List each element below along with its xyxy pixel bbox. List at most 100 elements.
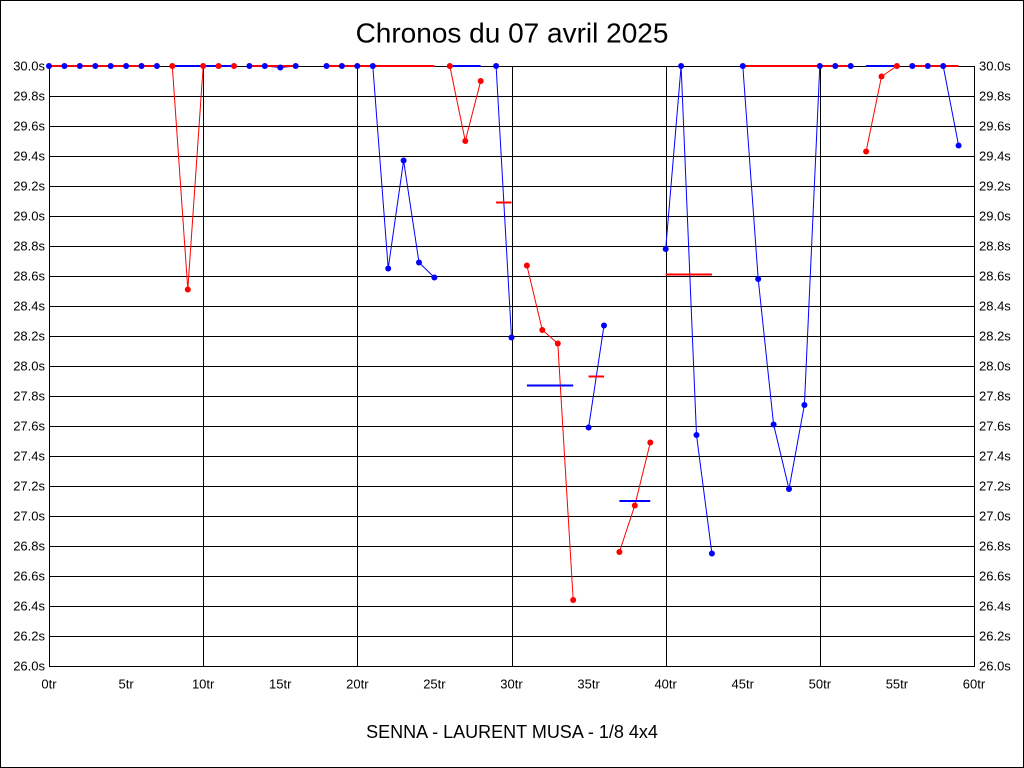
x-tick-label: 50tr (809, 677, 832, 692)
lap-time-point (123, 63, 130, 69)
lap-time-point (215, 63, 222, 69)
lap-time-point (400, 157, 407, 164)
y-tick-label-right: 28.0s (979, 359, 1011, 374)
y-tick-label-left: 26.0s (13, 659, 45, 674)
lap-time-point (909, 63, 916, 69)
y-tick-label-left: 29.4s (13, 149, 45, 164)
y-tick-label-right: 28.2s (979, 329, 1011, 344)
y-tick-label-right: 27.8s (979, 389, 1011, 404)
lap-time-point (261, 63, 268, 69)
lap-time-point (354, 63, 361, 69)
lap-time-point (431, 274, 438, 281)
y-tick-label-right: 29.6s (979, 119, 1011, 134)
x-tick-label: 5tr (118, 677, 134, 692)
lap-time-point (893, 63, 900, 69)
y-tick-label-left: 28.6s (13, 269, 45, 284)
x-tick-label: 20tr (346, 677, 369, 692)
y-tick-label-right: 28.6s (979, 269, 1011, 284)
lap-time-point (539, 327, 546, 333)
lap-time-point (801, 402, 808, 408)
y-tick-label-right: 28.8s (979, 239, 1011, 254)
y-tick-label-right: 29.2s (979, 179, 1011, 194)
y-tick-label-right: 27.0s (979, 509, 1011, 524)
lap-time-point (169, 63, 176, 69)
y-tick-label-left: 28.2s (13, 329, 45, 344)
y-tick-label-left: 26.8s (13, 539, 45, 554)
y-tick-label-right: 26.6s (979, 569, 1011, 584)
lap-time-point (184, 286, 191, 293)
y-tick-label-right: 26.8s (979, 539, 1011, 554)
lap-time-point (493, 63, 500, 69)
lap-time-point (246, 63, 253, 69)
lap-time-point (231, 63, 237, 69)
y-tick-label-right: 29.0s (979, 209, 1011, 224)
y-tick-label-left: 29.0s (13, 209, 45, 224)
lap-time-point (878, 73, 885, 80)
chart-title: Chronos du 07 avril 2025 (356, 18, 669, 49)
lap-time-point (323, 63, 330, 69)
y-tick-label-left: 27.4s (13, 449, 45, 464)
x-tick-label: 35tr (577, 677, 600, 692)
y-tick-label-right: 29.4s (979, 149, 1011, 164)
lap-time-point (647, 439, 654, 446)
lap-time-point (832, 63, 839, 69)
lap-time-point (508, 334, 515, 341)
y-tick-label-left: 27.8s (13, 389, 45, 404)
lap-time-point (277, 64, 284, 71)
y-tick-label-right: 30.0s (979, 59, 1011, 74)
y-tick-label-right: 26.4s (979, 599, 1011, 614)
lap-time-point (523, 262, 530, 269)
lap-time-point (385, 265, 392, 272)
y-tick-label-right: 28.4s (979, 299, 1011, 314)
x-tick-label: 45tr (732, 677, 755, 692)
lap-time-point (585, 424, 592, 431)
lap-time-point (863, 148, 870, 155)
lap-time-point (292, 63, 299, 69)
lap-time-point (940, 63, 947, 69)
grid-layer (49, 66, 974, 666)
y-tick-label-left: 27.2s (13, 479, 45, 494)
lap-time-point (616, 549, 623, 555)
lap-time-point (107, 63, 114, 69)
lap-time-point (662, 246, 669, 252)
x-tick-label: 15tr (269, 677, 292, 692)
x-tick-label: 0tr (41, 677, 57, 692)
axis-layer: 26.0s 26.0s 26.2s 26.2s 26.4s 26.4s 26.6s 26.6s… (13, 59, 1011, 692)
lap-time-point (200, 63, 207, 69)
lap-time-point (369, 63, 376, 69)
x-tick-label: 10tr (192, 677, 215, 692)
y-tick-label-left: 28.0s (13, 359, 45, 374)
lap-time-point (554, 340, 561, 347)
y-tick-label-left: 26.2s (13, 629, 45, 644)
y-tick-label-right: 27.6s (979, 419, 1011, 434)
x-tick-label: 30tr (500, 677, 523, 692)
lap-time-point (924, 63, 931, 69)
lap-time-point (46, 63, 52, 69)
y-tick-label-right: 27.2s (979, 479, 1011, 494)
lap-time-point (739, 63, 746, 69)
lap-time-point (446, 63, 453, 69)
stint-line (665, 65, 713, 554)
stint-line (526, 265, 574, 601)
plot-area-frame (49, 66, 975, 667)
lap-time-point (462, 138, 469, 144)
y-tick-label-right: 26.0s (979, 659, 1011, 674)
y-tick-label-left: 30.0s (13, 59, 45, 74)
chart-footer: SENNA - LAURENT MUSA - 1/8 4x4 (366, 722, 658, 742)
y-tick-label-left: 27.0s (13, 509, 45, 524)
y-tick-label-left: 28.8s (13, 239, 45, 254)
y-tick-label-left: 27.6s (13, 419, 45, 434)
y-tick-label-left: 29.6s (13, 119, 45, 134)
lap-time-point (631, 502, 638, 509)
y-tick-label-right: 29.8s (979, 89, 1011, 104)
lap-time-point (61, 63, 68, 69)
x-tick-label: 40tr (654, 677, 677, 692)
lap-time-point (770, 421, 777, 428)
lap-time-point (786, 486, 792, 492)
y-tick-label-right: 27.4s (979, 449, 1011, 464)
x-tick-label: 55tr (886, 677, 909, 692)
lap-time-point (76, 63, 83, 69)
y-tick-label-right: 26.2s (979, 629, 1011, 644)
lap-time-point (708, 550, 715, 557)
